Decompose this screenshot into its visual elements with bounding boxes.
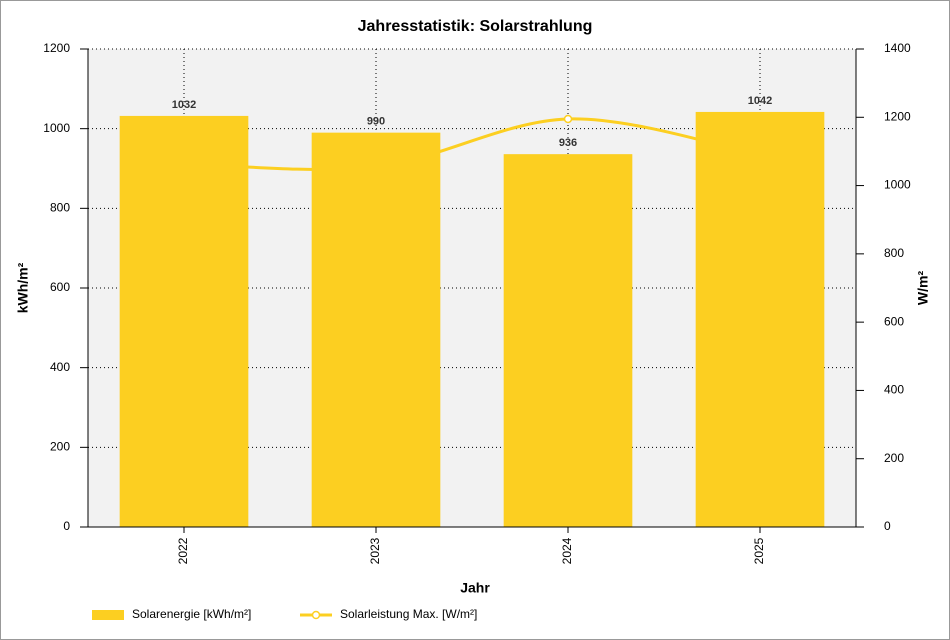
y-tick-label: 200 [50, 440, 70, 454]
axis-layer: 0 200 400 600 800 1000 1200 0 200 400 600 800 1000 12… [43, 41, 911, 621]
y-tick-label: 800 [50, 201, 70, 215]
legend-label: Solarenergie [kWh/m²] [132, 607, 251, 621]
y2-tick-label: 1200 [884, 109, 911, 123]
y2-tick-label: 1000 [884, 178, 911, 192]
y-tick-label: 0 [63, 519, 70, 533]
value-label: 936 [559, 137, 577, 149]
legend-marker [311, 610, 321, 620]
legend-label: Solarleistung Max. [W/m²] [340, 607, 477, 621]
line-marker [563, 114, 573, 124]
y2-tick-label: 800 [884, 246, 904, 260]
value-label: 1042 [748, 95, 772, 107]
x-tick-label: 2025 [752, 537, 766, 564]
value-label: 990 [367, 116, 385, 128]
x-tick-label: 2024 [560, 537, 574, 564]
y2-tick-label: 600 [884, 314, 904, 328]
y-axis-label: kWh/m² [15, 262, 31, 313]
line [183, 117, 761, 171]
y2-axis-label: W/m² [915, 271, 931, 306]
bar [695, 111, 825, 527]
y2-tick-label: 400 [884, 383, 904, 397]
y-tick-label: 1200 [43, 41, 70, 55]
x-tick-label: 2022 [176, 537, 190, 564]
bar [503, 154, 633, 527]
legend-swatch [92, 610, 124, 620]
y-tick-label: 400 [50, 360, 70, 374]
chart-title: Jahresstatistik: Solarstrahlung [358, 18, 593, 35]
x-tick-label: 2023 [368, 537, 382, 564]
bar-layer: 1032 990 936 1042 [119, 95, 825, 528]
y2-tick-label: 1400 [884, 41, 911, 55]
x-axis-label: Jahr [460, 580, 490, 596]
y2-tick-label: 200 [884, 451, 904, 465]
y-tick-label: 1000 [43, 121, 70, 135]
y-tick-label: 600 [50, 280, 70, 294]
bar [311, 132, 441, 527]
bar [119, 115, 249, 528]
value-label: 1032 [172, 99, 196, 111]
y2-tick-label: 0 [884, 519, 891, 533]
